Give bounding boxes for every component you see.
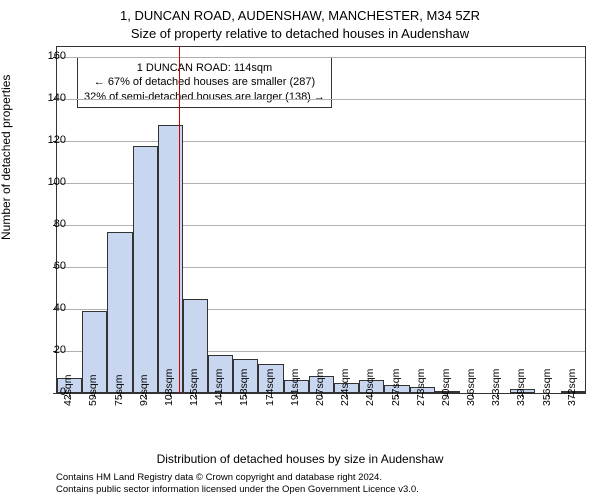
ytick-label: 80 [36,218,66,230]
ytick-label: 60 [36,260,66,272]
attribution-line1: Contains HM Land Registry data © Crown c… [56,472,590,484]
attribution: Contains HM Land Registry data © Crown c… [56,472,590,496]
ytick-label: 120 [36,134,66,146]
plot-area: 1 DUNCAN ROAD: 114sqm ← 67% of detached … [56,46,586,394]
histogram-bar [133,146,158,393]
ytick-label: 40 [36,302,66,314]
chart-title-line2: Size of property relative to detached ho… [0,26,600,41]
ytick-label: 140 [36,92,66,104]
annotation-line3: 32% of semi-detached houses are larger (… [84,90,325,104]
histogram-bar [107,232,132,393]
gridline [57,99,585,100]
marker-line [179,47,180,393]
chart-title-line1: 1, DUNCAN ROAD, AUDENSHAW, MANCHESTER, M… [0,8,600,23]
annotation-line1: 1 DUNCAN ROAD: 114sqm [84,61,325,75]
y-axis-label: Number of detached properties [0,75,13,240]
ytick-label: 160 [36,50,66,62]
annotation-line2: ← 67% of detached houses are smaller (28… [84,75,325,89]
chart-container: 1, DUNCAN ROAD, AUDENSHAW, MANCHESTER, M… [0,0,600,500]
gridline [57,57,585,58]
x-axis-label: Distribution of detached houses by size … [0,452,600,466]
gridline [57,141,585,142]
ytick-label: 20 [36,344,66,356]
ytick-label: 100 [36,176,66,188]
attribution-line2: Contains public sector information licen… [56,484,590,496]
